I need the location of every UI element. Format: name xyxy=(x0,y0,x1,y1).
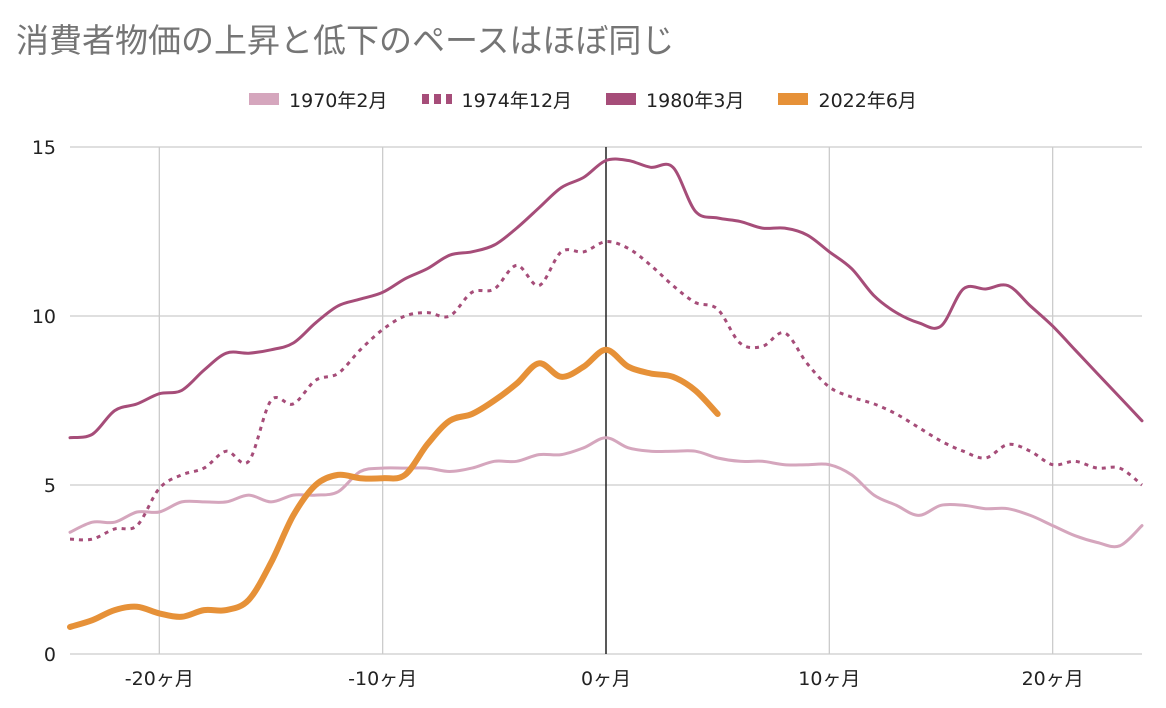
x-tick-label-0: 0ヶ月 xyxy=(581,668,631,690)
y-tick-label-15: 15 xyxy=(32,137,56,159)
series-2022-line xyxy=(67,346,721,630)
legend-item-1970[interactable]: 1970年2月 xyxy=(249,86,388,113)
legend-label-1980: 1980年3月 xyxy=(646,89,745,112)
chart-title: 消費者物価の上昇と低下のペースはほぼ同じ xyxy=(16,21,675,60)
x-tick-label-20: 20ヶ月 xyxy=(1022,668,1084,690)
legend-swatch-1980 xyxy=(606,93,637,105)
legend-item-1974[interactable]: 1974年12月 xyxy=(421,86,573,113)
legend-swatch-1970 xyxy=(249,93,280,105)
legend-swatch-2022 xyxy=(778,93,809,105)
legend-label-1970: 1970年2月 xyxy=(289,89,388,112)
y-tick-label-0: 0 xyxy=(44,644,56,666)
x-tick-label--10: -10ヶ月 xyxy=(348,668,417,690)
x-tick-label-10: 10ヶ月 xyxy=(798,668,860,690)
series-1980-line xyxy=(68,157,1144,440)
legend-item-1980[interactable]: 1980年3月 xyxy=(606,86,744,113)
legend: 1970年2月 1974年12月 1980年3月 2022年6月 xyxy=(0,84,1166,114)
legend-label-2022: 2022年6月 xyxy=(818,89,917,112)
series-1974-line xyxy=(69,240,1143,542)
y-tick-label-10: 10 xyxy=(32,306,56,328)
series-1970-line xyxy=(68,436,1144,549)
legend-item-2022[interactable]: 2022年6月 xyxy=(778,86,917,113)
y-tick-label-5: 5 xyxy=(44,475,56,497)
legend-swatch-1974 xyxy=(421,94,452,104)
x-tick-label--20: -20ヶ月 xyxy=(125,668,194,690)
legend-label-1974: 1974年12月 xyxy=(461,89,573,112)
